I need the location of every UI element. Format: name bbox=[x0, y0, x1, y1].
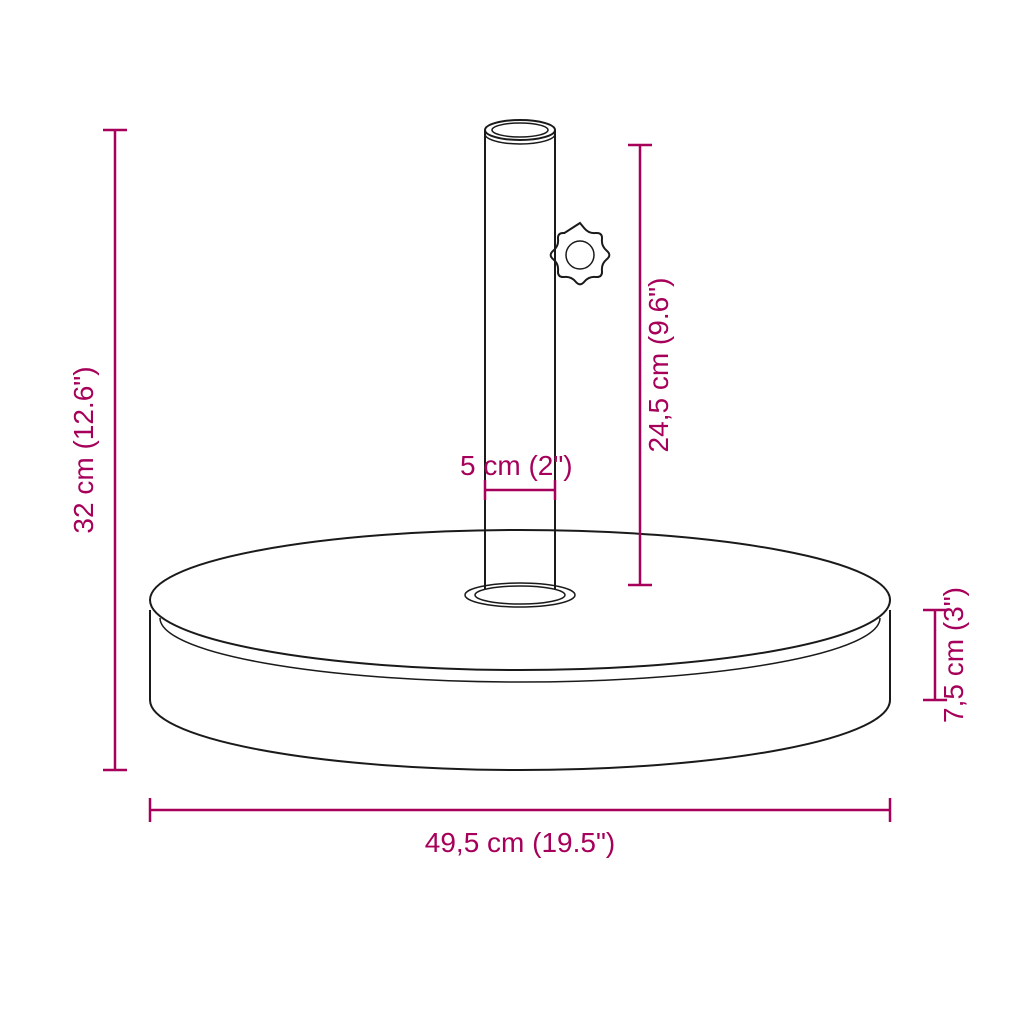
knob-center bbox=[566, 241, 594, 269]
base-bottom-arc bbox=[150, 700, 890, 770]
label-base-thickness: 7,5 cm (3") bbox=[938, 587, 969, 723]
label-base-diameter: 49,5 cm (19.5") bbox=[425, 827, 615, 858]
base-top-ellipse bbox=[150, 530, 890, 670]
base-top-ledge bbox=[160, 618, 880, 682]
label-tube-diameter: 5 cm (2") bbox=[460, 450, 573, 481]
label-total-height: 32 cm (12.6") bbox=[68, 366, 99, 533]
tube-flange-inner bbox=[475, 586, 565, 604]
label-tube-height: 24,5 cm (9.6") bbox=[643, 278, 674, 453]
tube-cap-inner bbox=[492, 123, 548, 137]
knob-flower bbox=[551, 223, 610, 284]
